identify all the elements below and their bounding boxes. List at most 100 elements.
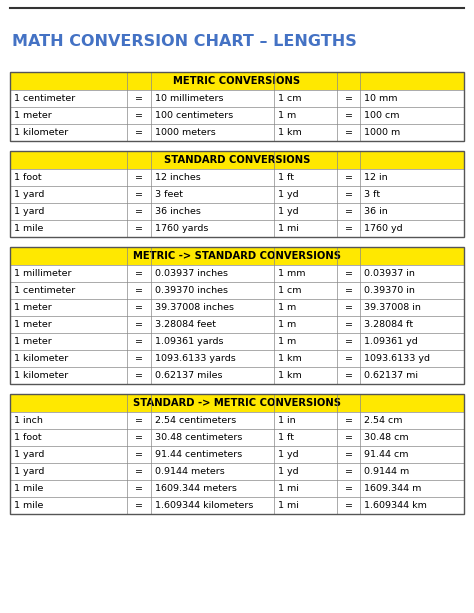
Bar bbox=[10, 90, 464, 107]
Text: 3.28084 ft: 3.28084 ft bbox=[365, 320, 414, 329]
Text: =: = bbox=[345, 111, 353, 120]
Text: 1 mm: 1 mm bbox=[278, 269, 306, 278]
Text: 0.03937 inches: 0.03937 inches bbox=[155, 269, 228, 278]
Bar bbox=[10, 72, 464, 90]
Text: 1 mile: 1 mile bbox=[14, 224, 44, 233]
Text: 1 kilometer: 1 kilometer bbox=[14, 354, 68, 363]
Text: 0.9144 m: 0.9144 m bbox=[365, 467, 410, 476]
Text: STANDARD CONVERSIONS: STANDARD CONVERSIONS bbox=[164, 155, 310, 165]
Text: 1 mi: 1 mi bbox=[278, 501, 299, 510]
Text: 1 centimeter: 1 centimeter bbox=[14, 286, 75, 295]
Text: 2.54 centimeters: 2.54 centimeters bbox=[155, 416, 236, 425]
Text: 1 centimeter: 1 centimeter bbox=[14, 94, 75, 103]
Text: 0.62137 miles: 0.62137 miles bbox=[155, 371, 222, 380]
Text: =: = bbox=[345, 173, 353, 182]
Text: 100 cm: 100 cm bbox=[365, 111, 400, 120]
Text: 1 m: 1 m bbox=[278, 111, 296, 120]
Text: =: = bbox=[345, 371, 353, 380]
Text: =: = bbox=[135, 320, 143, 329]
Text: 1 yard: 1 yard bbox=[14, 467, 45, 476]
Text: 1093.6133 yd: 1093.6133 yd bbox=[365, 354, 430, 363]
Text: 1 yd: 1 yd bbox=[278, 450, 299, 459]
Text: 1.609344 kilometers: 1.609344 kilometers bbox=[155, 501, 253, 510]
Text: =: = bbox=[345, 501, 353, 510]
Bar bbox=[10, 299, 464, 316]
Bar bbox=[10, 316, 464, 333]
Bar bbox=[10, 247, 464, 265]
Text: =: = bbox=[135, 128, 143, 137]
Text: =: = bbox=[345, 190, 353, 199]
Text: 12 inches: 12 inches bbox=[155, 173, 201, 182]
Text: 39.37008 inches: 39.37008 inches bbox=[155, 303, 234, 312]
Text: 1 yd: 1 yd bbox=[278, 207, 299, 216]
Text: =: = bbox=[135, 207, 143, 216]
Text: STANDARD -> METRIC CONVERSIONS: STANDARD -> METRIC CONVERSIONS bbox=[133, 398, 341, 408]
Text: 12 in: 12 in bbox=[365, 173, 388, 182]
Text: 36 in: 36 in bbox=[365, 207, 388, 216]
Bar bbox=[10, 169, 464, 186]
Text: 1000 meters: 1000 meters bbox=[155, 128, 216, 137]
Bar bbox=[10, 412, 464, 429]
Bar bbox=[10, 394, 464, 514]
Text: =: = bbox=[345, 320, 353, 329]
Text: 1 mile: 1 mile bbox=[14, 501, 44, 510]
Text: 1 m: 1 m bbox=[278, 303, 296, 312]
Text: =: = bbox=[135, 224, 143, 233]
Text: 3 feet: 3 feet bbox=[155, 190, 183, 199]
Text: METRIC -> STANDARD CONVERSIONS: METRIC -> STANDARD CONVERSIONS bbox=[133, 251, 341, 261]
Text: 2.54 cm: 2.54 cm bbox=[365, 416, 403, 425]
Text: =: = bbox=[135, 501, 143, 510]
Text: 1609.344 meters: 1609.344 meters bbox=[155, 484, 237, 493]
Text: METRIC CONVERSIONS: METRIC CONVERSIONS bbox=[173, 76, 301, 86]
Text: 1093.6133 yards: 1093.6133 yards bbox=[155, 354, 236, 363]
Bar bbox=[10, 463, 464, 480]
Bar bbox=[10, 72, 464, 141]
Text: =: = bbox=[345, 450, 353, 459]
Bar bbox=[10, 124, 464, 141]
Text: 1 foot: 1 foot bbox=[14, 173, 42, 182]
Text: 1 millimeter: 1 millimeter bbox=[14, 269, 72, 278]
Text: 0.39370 in: 0.39370 in bbox=[365, 286, 415, 295]
Text: =: = bbox=[135, 190, 143, 199]
Bar bbox=[10, 265, 464, 282]
Text: 10 millimeters: 10 millimeters bbox=[155, 94, 223, 103]
Text: 1 yd: 1 yd bbox=[278, 467, 299, 476]
Text: =: = bbox=[345, 354, 353, 363]
Text: =: = bbox=[135, 467, 143, 476]
Text: 1760 yd: 1760 yd bbox=[365, 224, 403, 233]
Text: 91.44 cm: 91.44 cm bbox=[365, 450, 409, 459]
Text: 1 meter: 1 meter bbox=[14, 303, 52, 312]
Bar bbox=[10, 429, 464, 446]
Text: =: = bbox=[135, 337, 143, 346]
Bar bbox=[10, 446, 464, 463]
Text: 1 mile: 1 mile bbox=[14, 484, 44, 493]
Text: =: = bbox=[345, 484, 353, 493]
Text: =: = bbox=[345, 303, 353, 312]
Bar bbox=[10, 394, 464, 412]
Text: 91.44 centimeters: 91.44 centimeters bbox=[155, 450, 242, 459]
Text: =: = bbox=[345, 128, 353, 137]
Bar bbox=[10, 151, 464, 169]
Text: 1 ft: 1 ft bbox=[278, 173, 294, 182]
Text: 1 inch: 1 inch bbox=[14, 416, 43, 425]
Bar bbox=[10, 333, 464, 350]
Text: 1.09361 yards: 1.09361 yards bbox=[155, 337, 223, 346]
Text: 0.9144 meters: 0.9144 meters bbox=[155, 467, 225, 476]
Text: =: = bbox=[345, 433, 353, 442]
Text: 1 foot: 1 foot bbox=[14, 433, 42, 442]
Text: 100 centimeters: 100 centimeters bbox=[155, 111, 233, 120]
Text: 1 yard: 1 yard bbox=[14, 207, 45, 216]
Text: =: = bbox=[135, 286, 143, 295]
Text: =: = bbox=[135, 484, 143, 493]
Text: 0.62137 mi: 0.62137 mi bbox=[365, 371, 419, 380]
Text: 1 m: 1 m bbox=[278, 337, 296, 346]
Text: =: = bbox=[135, 303, 143, 312]
Text: =: = bbox=[135, 173, 143, 182]
Text: =: = bbox=[135, 111, 143, 120]
Text: 1 kilometer: 1 kilometer bbox=[14, 371, 68, 380]
Bar bbox=[10, 247, 464, 384]
Text: 1609.344 m: 1609.344 m bbox=[365, 484, 422, 493]
Text: 10 mm: 10 mm bbox=[365, 94, 398, 103]
Text: =: = bbox=[345, 416, 353, 425]
Text: 1 km: 1 km bbox=[278, 128, 302, 137]
